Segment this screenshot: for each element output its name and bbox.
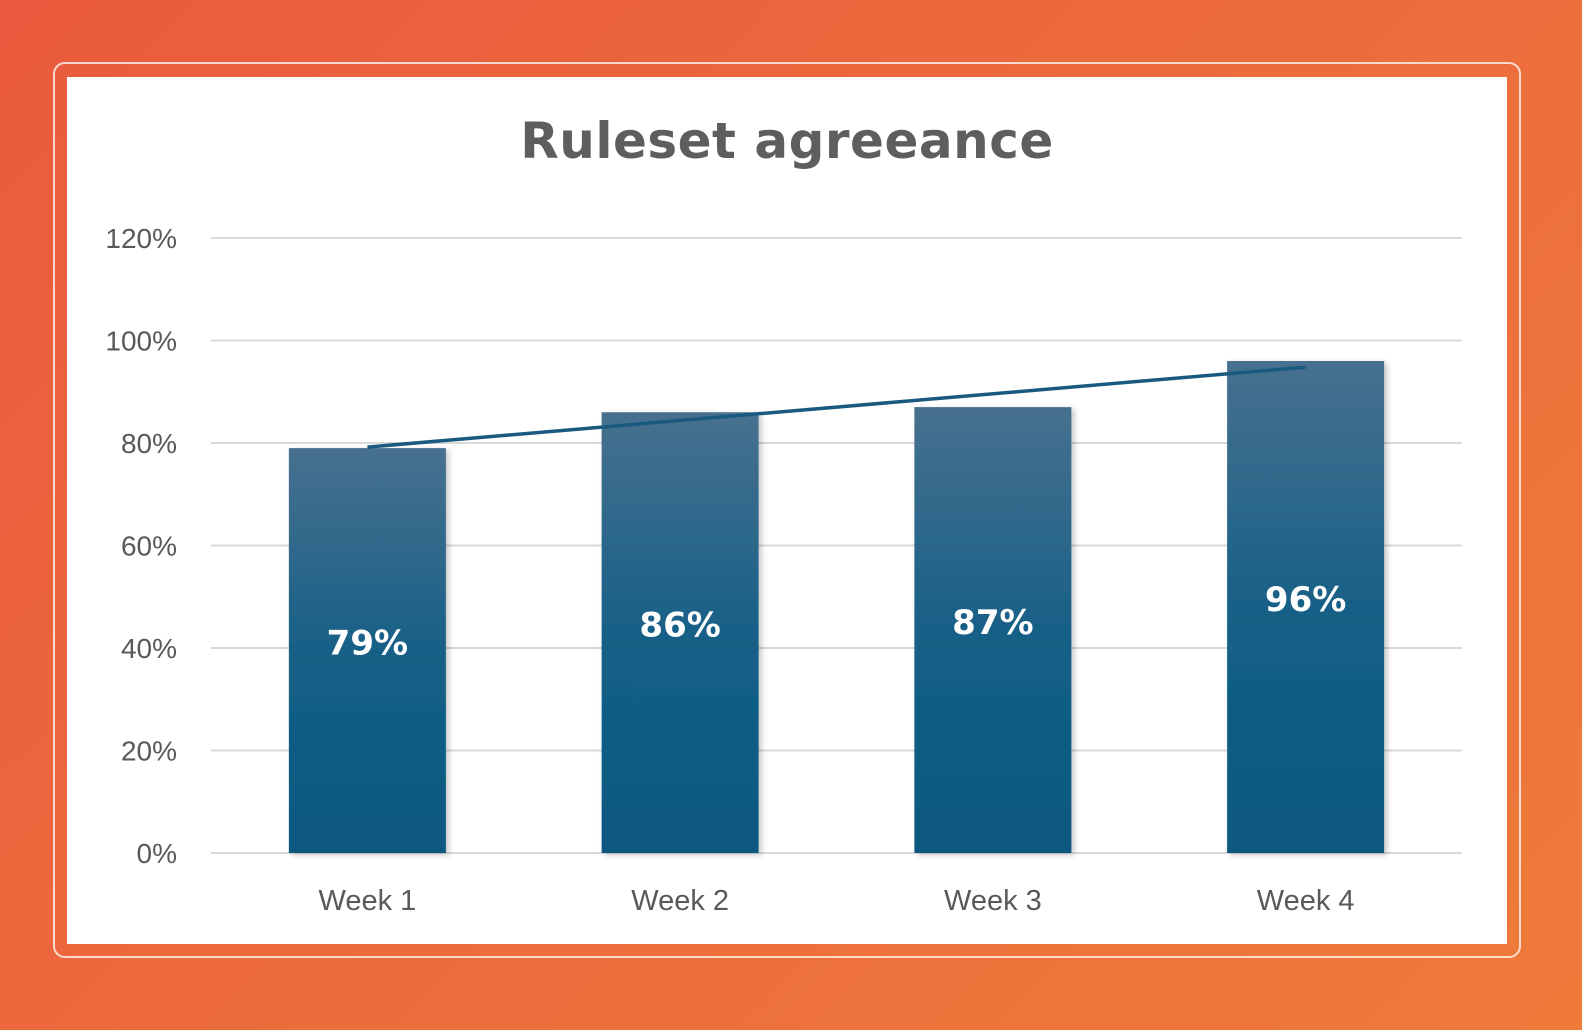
chart-title: Ruleset agreeance [520, 112, 1054, 170]
bar-week-4 [1227, 361, 1385, 853]
chart-frame [53, 62, 1521, 958]
data-label: 86% [639, 606, 720, 646]
data-labels: 79% 86% 87% 96% [327, 580, 1347, 664]
x-axis-categories: Week 1 Week 2 Week 3 Week 4 [318, 885, 1354, 917]
trendline [367, 365, 1306, 449]
x-category-label: Week 4 [1257, 885, 1355, 917]
y-axis-ticks: 0% 20% 40% 60% 80% 100% 120% [105, 223, 177, 869]
y-tick-label: 120% [105, 223, 177, 254]
bar-week-2 [601, 412, 759, 853]
data-label: 79% [327, 624, 408, 664]
trendline-group [367, 365, 1306, 449]
bars [288, 361, 1385, 853]
x-category-label: Week 1 [318, 885, 416, 917]
y-tick-label: 40% [121, 633, 177, 664]
data-label: 87% [952, 603, 1033, 643]
x-category-label: Week 2 [631, 885, 729, 917]
bar-week-3 [914, 407, 1072, 853]
data-label: 96% [1265, 580, 1346, 620]
y-tick-label: 60% [121, 531, 177, 562]
x-category-label: Week 3 [944, 885, 1042, 917]
y-tick-label: 80% [121, 428, 177, 459]
y-tick-label: 20% [121, 736, 177, 767]
y-tick-label: 100% [105, 326, 177, 357]
bar-week-1 [288, 448, 446, 853]
y-tick-label: 0% [137, 838, 177, 869]
